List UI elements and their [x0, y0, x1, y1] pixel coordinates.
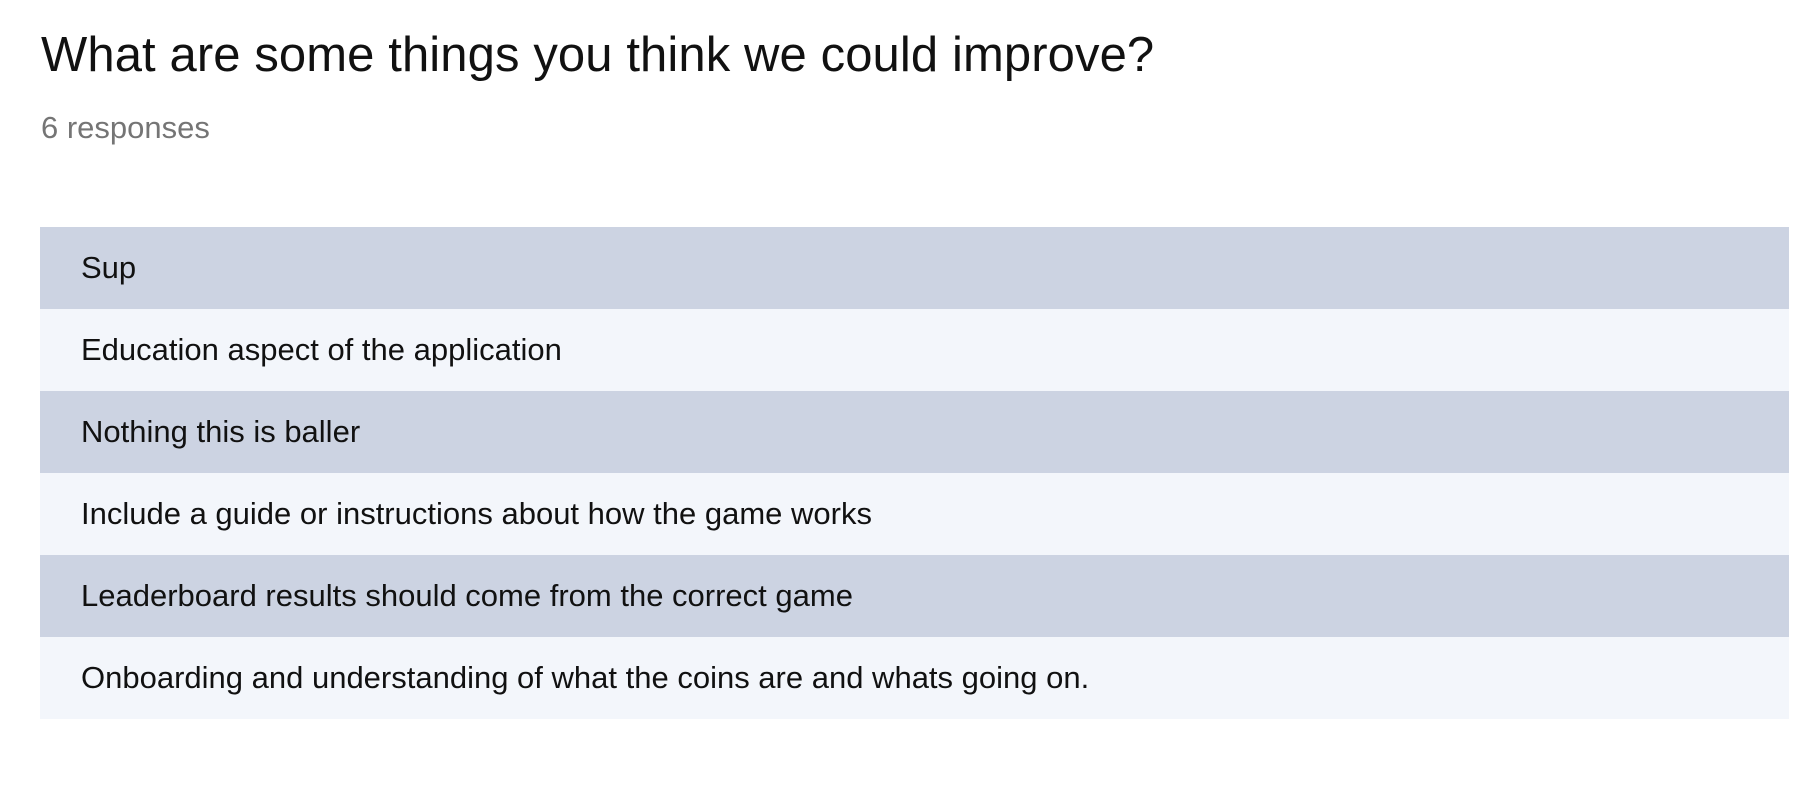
response-row: Onboarding and understanding of what the…: [40, 637, 1789, 719]
response-row: Include a guide or instructions about ho…: [40, 473, 1789, 555]
response-count: 6 responses: [41, 110, 210, 145]
response-row: Leaderboard results should come from the…: [40, 555, 1789, 637]
question-title: What are some things you think we could …: [41, 28, 1155, 82]
response-list: Sup Education aspect of the application …: [40, 227, 1789, 719]
response-row: Education aspect of the application: [40, 309, 1789, 391]
response-row: Sup: [40, 227, 1789, 309]
response-row: Nothing this is baller: [40, 391, 1789, 473]
